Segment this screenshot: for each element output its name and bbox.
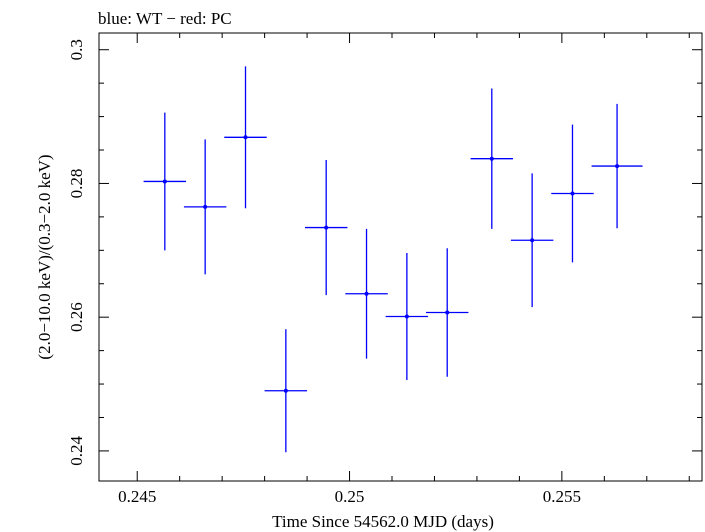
point-marker [570, 191, 575, 196]
chart-title: blue: WT − red: PC [98, 9, 232, 28]
point-marker [324, 225, 329, 230]
point-marker [283, 388, 288, 393]
point-marker [162, 179, 167, 184]
point-marker [203, 204, 208, 209]
x-axis-label: Time Since 54562.0 MJD (days) [272, 512, 494, 531]
data-point [551, 124, 594, 263]
data-point [264, 329, 308, 453]
data-point [470, 88, 514, 229]
point-marker [364, 291, 369, 296]
x-tick-label: 0.255 [543, 487, 581, 506]
y-tick-label: 0.28 [67, 169, 86, 199]
data-point [224, 66, 267, 209]
point-marker [530, 238, 535, 243]
point-marker [404, 314, 409, 319]
y-axis-label: (2.0−10.0 keV)/(0.3−2.0 keV) [35, 154, 54, 359]
y-tick-label: 0.26 [67, 302, 86, 332]
data-point [510, 173, 554, 308]
point-marker [243, 135, 248, 140]
data-point [385, 252, 429, 381]
x-tick-label: 0.245 [118, 487, 156, 506]
point-marker [489, 156, 494, 161]
data-points-group [143, 66, 643, 453]
x-tick-label: 0.25 [335, 487, 365, 506]
data-point [345, 228, 388, 359]
data-point [304, 160, 348, 296]
data-point [183, 139, 227, 275]
tick-group: 0.245 0.25 0.255 0.24 0.26 0.28 0.3 [67, 33, 702, 506]
y-tick-label: 0.24 [67, 436, 86, 466]
data-point [143, 112, 187, 251]
data-point [591, 103, 643, 229]
y-tick-label: 0.3 [67, 39, 86, 60]
data-point [425, 248, 469, 377]
point-marker [445, 310, 450, 315]
point-marker [615, 164, 620, 169]
plot-frame [98, 32, 703, 482]
